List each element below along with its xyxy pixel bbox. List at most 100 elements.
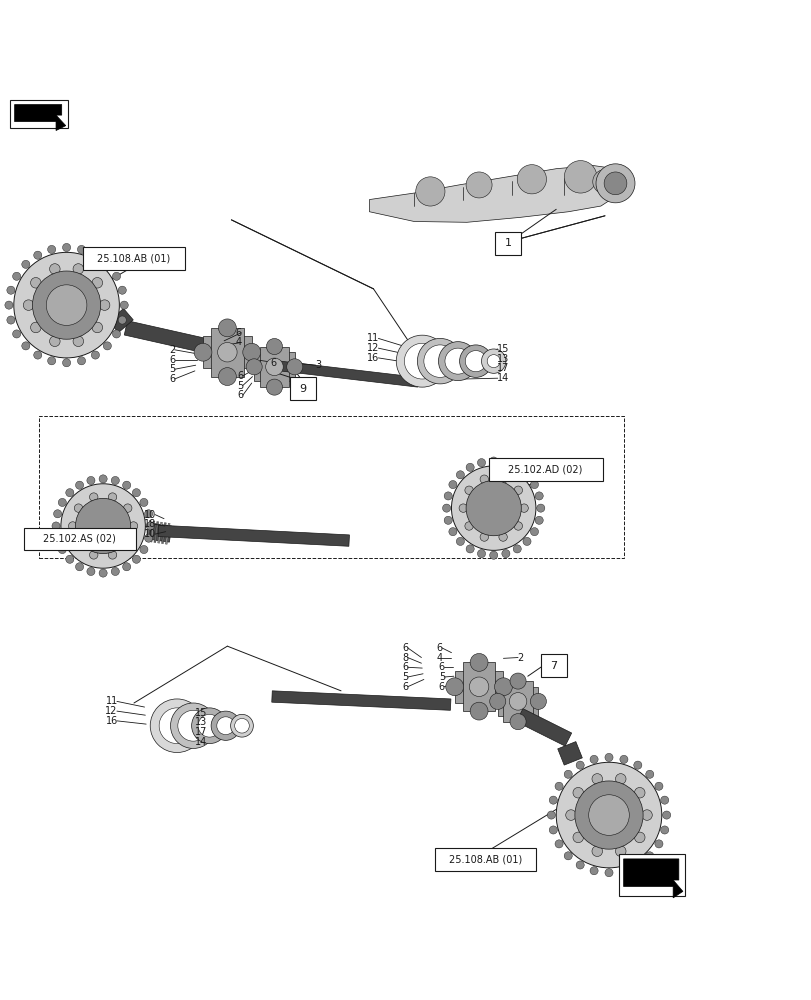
Text: 25.108.AB (01): 25.108.AB (01) — [97, 254, 170, 264]
Text: 14: 14 — [195, 737, 207, 747]
Text: 25.102.AS (02): 25.102.AS (02) — [43, 534, 116, 544]
Circle shape — [246, 359, 262, 375]
Circle shape — [501, 459, 509, 467]
Circle shape — [565, 810, 576, 820]
Circle shape — [513, 486, 521, 494]
Circle shape — [159, 708, 195, 744]
FancyBboxPatch shape — [24, 528, 135, 550]
Circle shape — [54, 534, 62, 542]
Circle shape — [112, 272, 120, 280]
Circle shape — [5, 301, 13, 309]
Polygon shape — [369, 165, 624, 222]
Text: 13: 13 — [195, 717, 207, 727]
Circle shape — [111, 567, 119, 576]
Circle shape — [513, 522, 521, 530]
Polygon shape — [503, 681, 532, 722]
Circle shape — [6, 286, 15, 294]
FancyBboxPatch shape — [618, 854, 684, 896]
Circle shape — [509, 673, 526, 689]
Circle shape — [459, 345, 491, 377]
Text: 12: 12 — [367, 343, 379, 353]
Circle shape — [574, 781, 642, 849]
Circle shape — [645, 852, 653, 860]
Circle shape — [423, 345, 456, 377]
Circle shape — [555, 840, 563, 848]
Circle shape — [501, 550, 509, 558]
Circle shape — [120, 301, 128, 309]
Text: 10: 10 — [144, 510, 156, 520]
Polygon shape — [557, 742, 581, 765]
Polygon shape — [516, 709, 571, 746]
Text: 7: 7 — [550, 661, 556, 671]
Polygon shape — [158, 525, 349, 546]
Circle shape — [66, 555, 74, 563]
Text: 8: 8 — [401, 653, 408, 663]
Text: 11: 11 — [367, 333, 379, 343]
Text: 15: 15 — [195, 708, 207, 718]
Circle shape — [242, 343, 260, 361]
Circle shape — [548, 826, 556, 834]
Circle shape — [211, 711, 240, 740]
Circle shape — [470, 653, 487, 671]
Circle shape — [415, 177, 444, 206]
Circle shape — [530, 693, 546, 709]
Circle shape — [513, 545, 521, 553]
Polygon shape — [109, 309, 133, 333]
Circle shape — [451, 466, 535, 550]
Circle shape — [489, 551, 497, 559]
Circle shape — [660, 826, 668, 834]
Text: 4: 4 — [436, 653, 442, 663]
Circle shape — [530, 528, 538, 536]
Circle shape — [479, 475, 488, 483]
Circle shape — [13, 272, 21, 280]
Circle shape — [564, 161, 596, 193]
Text: 6: 6 — [438, 662, 444, 672]
Circle shape — [178, 710, 208, 741]
Circle shape — [466, 545, 474, 553]
Circle shape — [87, 567, 95, 576]
Circle shape — [33, 351, 41, 359]
Circle shape — [633, 832, 644, 843]
Circle shape — [218, 368, 236, 386]
Circle shape — [146, 522, 154, 530]
Polygon shape — [147, 523, 171, 542]
Circle shape — [448, 528, 457, 536]
Circle shape — [458, 504, 467, 512]
Text: 9: 9 — [299, 384, 306, 394]
FancyBboxPatch shape — [540, 654, 566, 677]
Text: 6: 6 — [169, 355, 175, 365]
Circle shape — [129, 522, 138, 530]
Circle shape — [438, 342, 477, 381]
Text: 14: 14 — [496, 373, 508, 383]
Circle shape — [75, 540, 83, 548]
Circle shape — [170, 703, 216, 748]
Circle shape — [654, 840, 662, 848]
Circle shape — [31, 322, 41, 333]
Circle shape — [118, 286, 127, 294]
FancyBboxPatch shape — [84, 247, 185, 270]
Circle shape — [139, 545, 148, 554]
Circle shape — [132, 489, 140, 497]
Circle shape — [576, 861, 583, 869]
Circle shape — [48, 357, 56, 365]
Circle shape — [118, 316, 127, 324]
Text: 5: 5 — [438, 672, 444, 682]
Circle shape — [99, 569, 107, 577]
Text: 4: 4 — [235, 337, 242, 347]
Circle shape — [489, 693, 505, 709]
Text: 6: 6 — [401, 682, 408, 692]
Circle shape — [73, 264, 84, 274]
Circle shape — [89, 551, 98, 559]
Circle shape — [536, 504, 544, 512]
Circle shape — [556, 762, 661, 868]
Circle shape — [108, 551, 117, 559]
Circle shape — [456, 471, 464, 479]
Text: 6: 6 — [237, 371, 243, 381]
Circle shape — [92, 322, 102, 333]
Text: 6: 6 — [237, 390, 243, 400]
Polygon shape — [497, 687, 538, 716]
Circle shape — [112, 330, 120, 338]
Circle shape — [58, 498, 67, 506]
Circle shape — [194, 343, 212, 361]
Circle shape — [508, 693, 526, 710]
